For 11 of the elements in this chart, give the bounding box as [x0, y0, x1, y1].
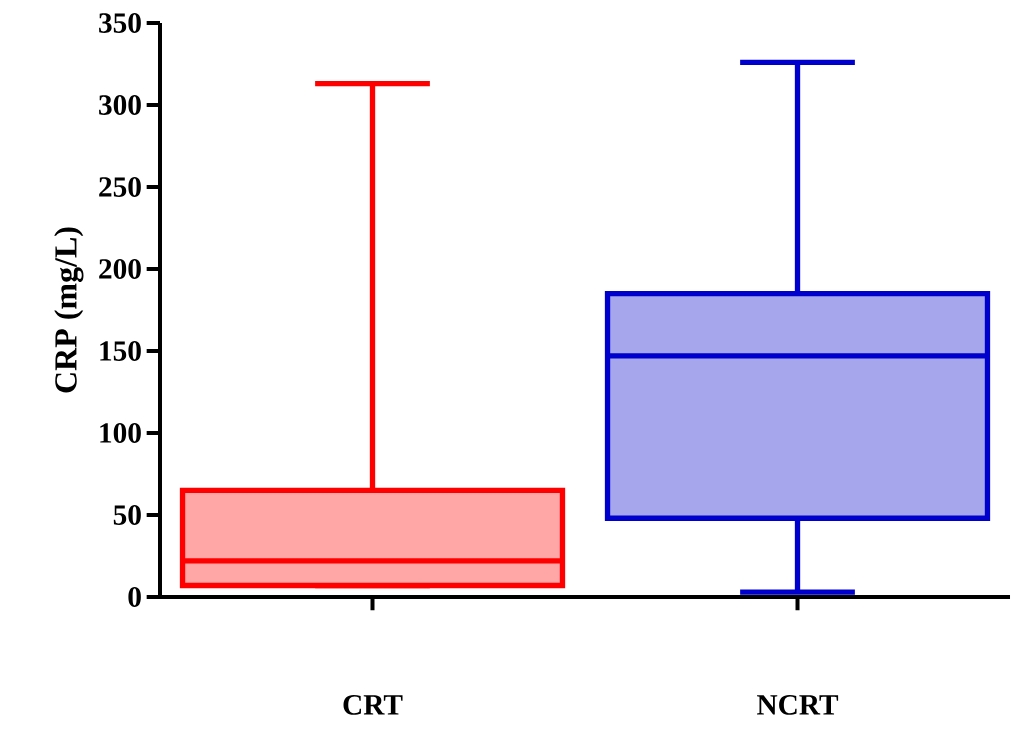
y-axis-title: CRP (mg/L): [54, 227, 84, 393]
y-tick-label: 300: [99, 95, 141, 115]
y-tick-label: 250: [99, 177, 141, 197]
y-tick-label: 0: [128, 587, 141, 607]
y-tick-label: 150: [100, 341, 141, 361]
x-tick-label: CRT: [343, 695, 403, 715]
y-tick-label: 50: [113, 505, 141, 525]
y-tick-label: 350: [99, 13, 141, 33]
y-tick-label: 200: [99, 259, 141, 279]
x-tick-label: NCRT: [757, 695, 839, 715]
y-tick-label: 100: [100, 423, 141, 443]
